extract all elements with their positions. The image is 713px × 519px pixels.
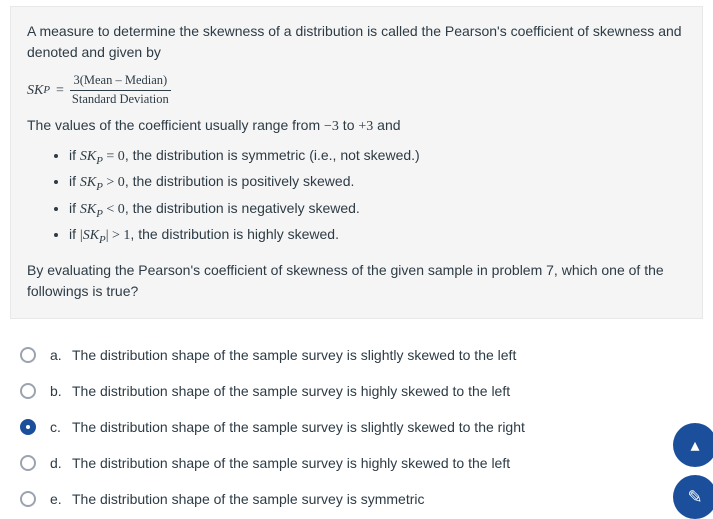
range-suffix: and [373,117,400,133]
case-pre: if [69,200,80,216]
radio-button[interactable] [20,455,36,471]
option-text: The distribution shape of the sample sur… [72,383,510,399]
answer-option[interactable]: e.The distribution shape of the sample s… [10,481,703,517]
option-text: The distribution shape of the sample sur… [72,347,516,363]
case-item: if SKP < 0, the distribution is negative… [69,198,686,222]
intro-text: A measure to determine the skewness of a… [27,21,686,63]
answer-option[interactable]: d.The distribution shape of the sample s… [10,445,703,481]
case-math: SKP > 0 [80,175,125,190]
radio-button[interactable] [20,419,36,435]
answer-option[interactable]: b.The distribution shape of the sample s… [10,373,703,409]
case-math: |SKP| > 1 [80,228,131,243]
formula-fraction: 3(Mean – Median) Standard Deviation [70,73,171,107]
case-pre: if [69,173,80,189]
option-text: The distribution shape of the sample sur… [72,491,424,507]
option-letter: d. [50,455,72,471]
caret-up-icon: ▴ [690,435,699,456]
case-post: , the distribution is positively skewed. [125,173,355,189]
answer-option[interactable]: a.The distribution shape of the sample s… [10,337,703,373]
question-stem: A measure to determine the skewness of a… [10,6,703,319]
case-post: , the distribution is highly skewed. [130,226,339,242]
option-letter: c. [50,419,72,435]
range-prefix: The values of the coefficient usually ra… [27,117,324,133]
radio-button[interactable] [20,347,36,363]
closing-text: By evaluating the Pearson's coefficient … [27,260,686,302]
case-pre: if [69,147,80,163]
case-post: , the distribution is negatively skewed. [125,200,360,216]
case-pre: if [69,226,80,242]
option-text: The distribution shape of the sample sur… [72,419,525,435]
scroll-top-button[interactable]: ▴ [673,423,713,467]
formula-lhs-sym: SK [27,80,43,101]
range-line: The values of the coefficient usually ra… [27,115,686,137]
edit-button[interactable]: ✎ [673,475,713,519]
formula-lhs-sub: P [43,82,50,98]
option-letter: e. [50,491,72,507]
formula-den: Standard Deviation [70,90,171,108]
radio-button[interactable] [20,491,36,507]
option-text: The distribution shape of the sample sur… [72,455,510,471]
answer-options: a.The distribution shape of the sample s… [10,337,703,517]
case-item: if |SKP| > 1, the distribution is highly… [69,224,686,248]
formula-num: 3(Mean – Median) [71,73,169,90]
formula: SKP = 3(Mean – Median) Standard Deviatio… [27,73,686,107]
radio-button[interactable] [20,383,36,399]
answer-option[interactable]: c.The distribution shape of the sample s… [10,409,703,445]
formula-eq: = [56,80,64,101]
range-low: −3 [324,119,339,134]
range-high: +3 [358,119,373,134]
range-mid: to [339,117,358,133]
case-list: if SKP = 0, the distribution is symmetri… [27,145,686,248]
case-math: SKP = 0 [80,149,125,164]
option-letter: b. [50,383,72,399]
case-item: if SKP = 0, the distribution is symmetri… [69,145,686,169]
option-letter: a. [50,347,72,363]
case-post: , the distribution is symmetric (i.e., n… [125,147,420,163]
case-math: SKP < 0 [80,202,125,217]
case-item: if SKP > 0, the distribution is positive… [69,171,686,195]
pencil-icon: ✎ [687,487,702,508]
